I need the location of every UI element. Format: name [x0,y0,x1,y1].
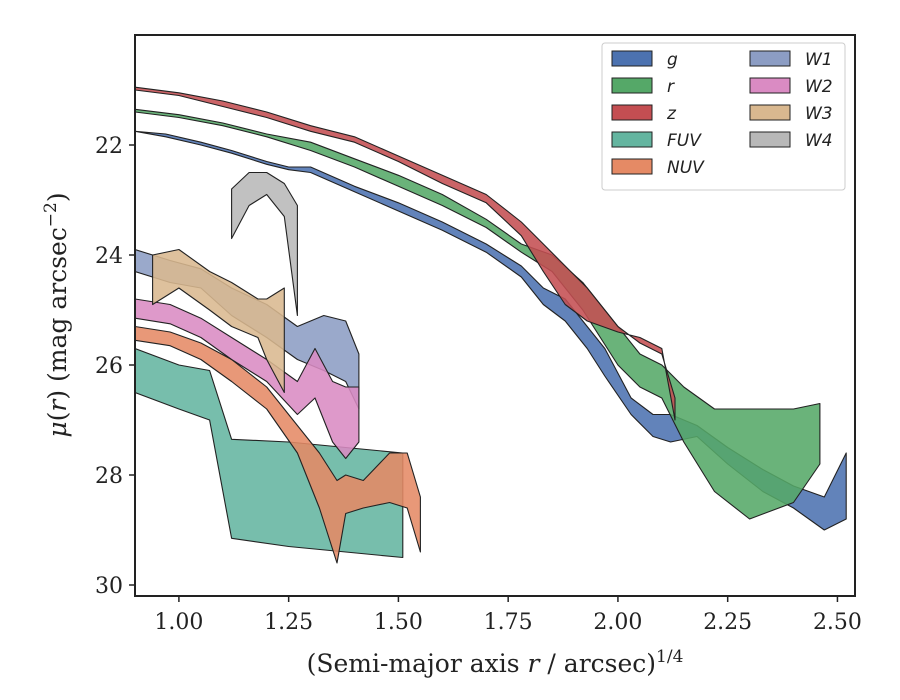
legend-label-W2: W2 [805,77,833,97]
legend-label-z: z [666,104,677,124]
legend-swatch-W3 [749,104,791,121]
y-tick-label: 28 [95,464,123,489]
legend-label-W3: W3 [805,104,833,124]
plot-frame [134,34,856,597]
legend-swatch-FUV [611,131,653,148]
legend: grz FUV NUV W1 W2 W3 W4 [601,42,846,191]
legend-label-r: r [667,77,675,97]
y-axis-title: μ(r) (mag arcsec−2) [41,192,72,437]
x-axis-title: (Semi-major axis r / arcsec)1/4 [307,647,684,678]
x-tick-label: 1.00 [154,610,203,635]
y-tick-label: 22 [95,134,123,159]
y-tick-label: 24 [95,244,123,269]
band-W2 [135,298,360,460]
x-tick-label: 2.25 [703,610,752,635]
band-z [135,86,676,421]
band-g [135,130,847,531]
legend-label-FUV: FUV [667,131,702,151]
band-W3 [152,248,285,394]
legend-label-g: g [667,50,678,70]
legend-swatch-NUV [611,158,653,175]
x-tick-label: 1.75 [484,610,533,635]
y-tick-label: 26 [95,354,123,379]
band-W4 [231,171,298,317]
y-tick-label: 30 [95,574,123,599]
legend-swatch-g [611,50,653,67]
legend-swatch-r [611,77,653,94]
y-axis: 22 24 26 28 30 [95,134,135,599]
legend-swatch-W4 [749,131,791,148]
legend-swatch-z [611,104,653,121]
legend-label-W4: W4 [805,131,833,151]
x-axis: 1.00 1.25 1.50 1.75 2.00 2.25 2.50 [154,596,862,635]
band-r [135,108,821,520]
plot-bands [135,86,847,564]
x-tick-label: 2.00 [593,610,642,635]
legend-label-W1: W1 [805,50,833,70]
legend-swatch-W2 [749,77,791,94]
legend-swatch-W1 [749,50,791,67]
band-NUV [135,325,421,564]
x-tick-label: 1.25 [264,610,313,635]
x-tick-label: 2.50 [813,610,862,635]
legend-label-NUV: NUV [667,158,705,178]
x-tick-label: 1.50 [374,610,423,635]
